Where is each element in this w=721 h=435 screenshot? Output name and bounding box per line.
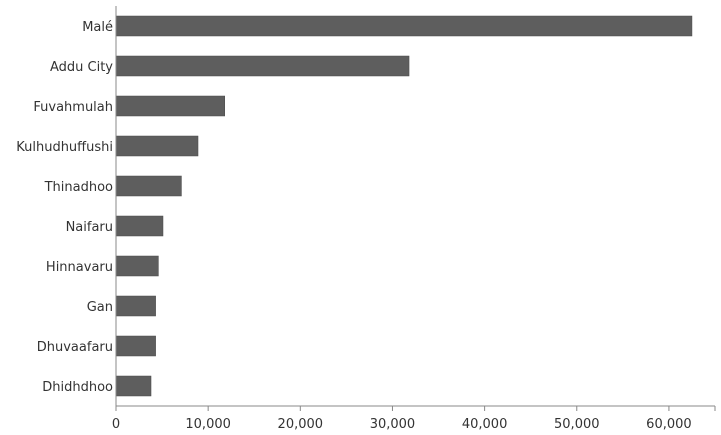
x-tick-label-6: 60,000	[646, 417, 692, 432]
x-ticks-group: 0 10,000 20,000 30,000 40,000 50,000 60,000	[112, 406, 716, 432]
category-label-9: Dhidhdhoo	[42, 380, 113, 395]
x-tick-label-0: 0	[112, 417, 120, 432]
bars-group	[115, 15, 693, 397]
x-tick-label-1: 10,000	[185, 417, 231, 432]
bar-9	[115, 375, 152, 397]
bar-7	[115, 295, 156, 317]
category-label-0: Malé	[82, 20, 113, 35]
category-label-5: Naifaru	[66, 220, 113, 235]
bar-0	[115, 15, 693, 37]
x-tick-label-2: 20,000	[278, 417, 324, 432]
bar-1	[115, 55, 410, 77]
bar-6	[115, 255, 159, 277]
category-label-2: Fuvahmulah	[33, 100, 113, 115]
x-tick-label-4: 40,000	[462, 417, 508, 432]
category-label-8: Dhuvaafaru	[37, 340, 113, 355]
category-label-3: Kulhudhuffushi	[16, 140, 113, 155]
category-label-7: Gan	[87, 300, 113, 315]
bar-3	[115, 135, 199, 157]
x-tick-label-3: 30,000	[370, 417, 416, 432]
bar-4	[115, 175, 182, 197]
category-label-6: Hinnavaru	[46, 260, 113, 275]
bar-5	[115, 215, 164, 237]
bar-2	[115, 95, 225, 117]
category-labels: Malé Addu City Fuvahmulah Kulhudhuffushi Thi…	[16, 20, 113, 395]
category-label-1: Addu City	[50, 60, 113, 75]
category-label-4: Thinadhoo	[44, 180, 113, 195]
bar-8	[115, 335, 156, 357]
x-tick-label-5: 50,000	[554, 417, 600, 432]
